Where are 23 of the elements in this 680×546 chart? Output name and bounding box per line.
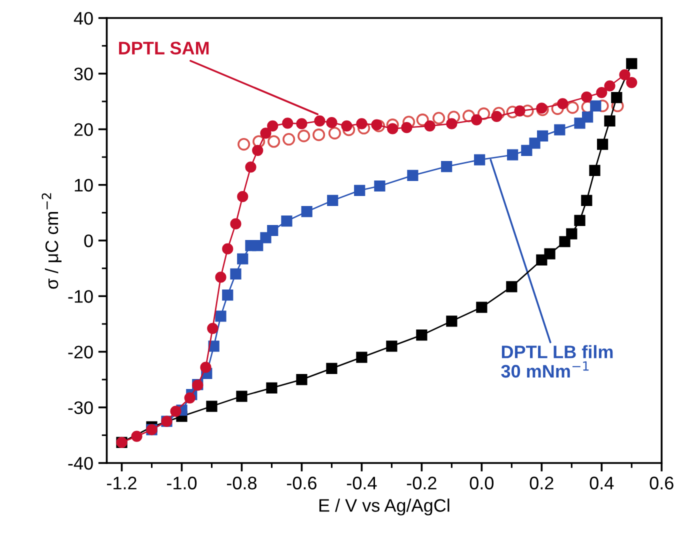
y-tick-label: 10 xyxy=(74,178,93,192)
x-tick-label: 0.4 xyxy=(590,476,614,490)
x-tick-label: -0.6 xyxy=(286,476,316,490)
annotation: DPTL SAM xyxy=(119,42,209,54)
x-tick-label: -0.8 xyxy=(226,476,257,490)
y-tick-label: 20 xyxy=(74,123,93,136)
x-tick-label: -1.0 xyxy=(166,476,197,490)
y-tick-label: 30 xyxy=(74,68,93,80)
x-tick-label: 0.0 xyxy=(470,476,494,490)
x-tick-label: 0.6 xyxy=(650,476,674,490)
y-tick-label: 40 xyxy=(74,12,93,25)
y-tick-label: -30 xyxy=(68,401,93,414)
y-axis-title: σ / μC cm$^{−2}$ xyxy=(42,193,62,289)
x-tick-label: -0.2 xyxy=(406,476,436,490)
annotation: DPTL LB film 30 mNm$^{−1}$ xyxy=(501,345,613,378)
y-tick-label: 0 xyxy=(84,234,93,248)
x-axis-title: E / V vs Ag/AgCl xyxy=(319,498,450,516)
y-tick-label: -40 xyxy=(68,456,93,470)
x-tick-label: -1.2 xyxy=(107,476,136,490)
x-tick-label: 0.2 xyxy=(530,476,554,490)
y-tick-label: -10 xyxy=(68,290,93,303)
x-tick-label: -0.4 xyxy=(346,476,377,490)
y-tick-label: -20 xyxy=(68,346,93,358)
